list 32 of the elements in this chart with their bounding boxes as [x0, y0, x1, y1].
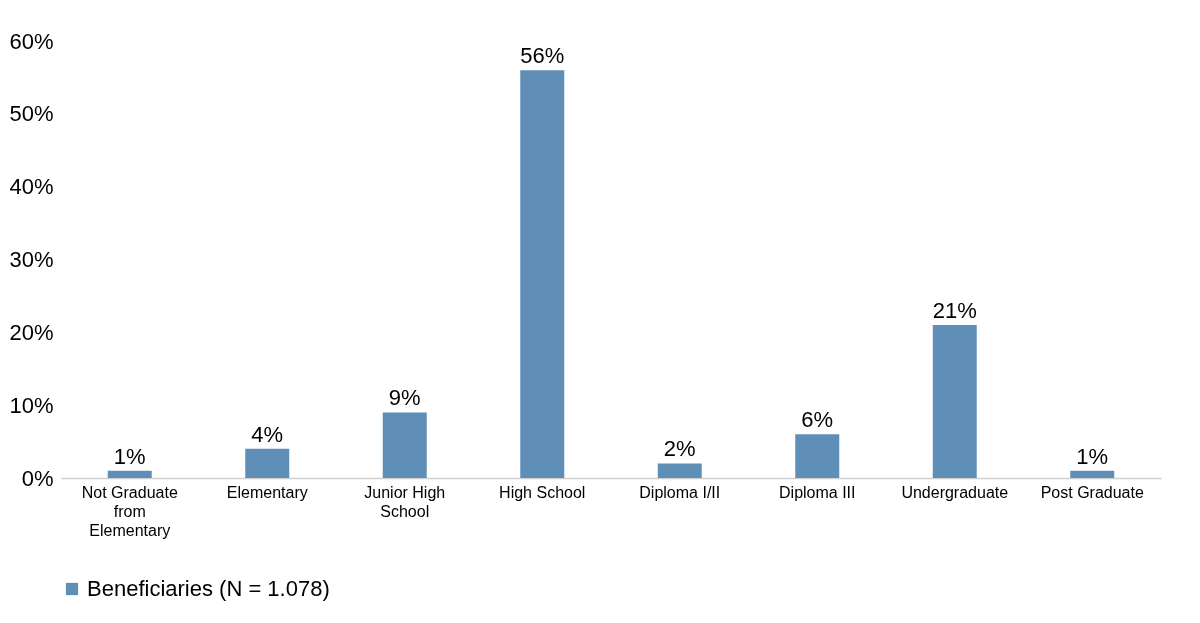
y-tick-label: 60% — [9, 28, 54, 54]
data-label: 4% — [251, 421, 284, 447]
y-tick-label: 50% — [9, 101, 54, 127]
bar — [245, 448, 290, 478]
legend-label: Beneficiaries (N = 1.078) — [87, 576, 330, 601]
data-label: 2% — [663, 436, 696, 462]
bar — [382, 412, 427, 478]
bar — [932, 325, 977, 478]
y-tick-label: 40% — [9, 174, 54, 200]
data-label: 1% — [1076, 443, 1109, 469]
y-tick-label: 0% — [21, 465, 54, 491]
x-tick-label: Post Graduate — [1040, 483, 1144, 501]
y-tick-label: 30% — [9, 247, 54, 272]
bar — [795, 434, 840, 478]
x-tick-label: Diploma I/II — [639, 483, 721, 501]
bar — [520, 70, 565, 478]
data-label: 56% — [520, 43, 565, 69]
x-tick-label: Not Graduate from Elementary — [81, 483, 178, 539]
bar — [107, 470, 152, 478]
x-tick-label: Elementary — [226, 483, 308, 501]
x-tick-label: Junior High School — [364, 483, 446, 520]
data-label: 9% — [388, 385, 421, 411]
bar — [657, 463, 702, 478]
x-tick-label: High School — [499, 483, 586, 501]
data-label: 21% — [932, 298, 977, 324]
y-tick-label: 10% — [9, 392, 54, 418]
bar — [1070, 470, 1115, 478]
x-tick-label: Undergraduate — [901, 483, 1009, 501]
x-tick-label: Diploma III — [779, 483, 856, 501]
data-label: 6% — [801, 407, 834, 433]
data-label: 1% — [113, 443, 146, 469]
y-tick-label: 20% — [9, 319, 54, 345]
